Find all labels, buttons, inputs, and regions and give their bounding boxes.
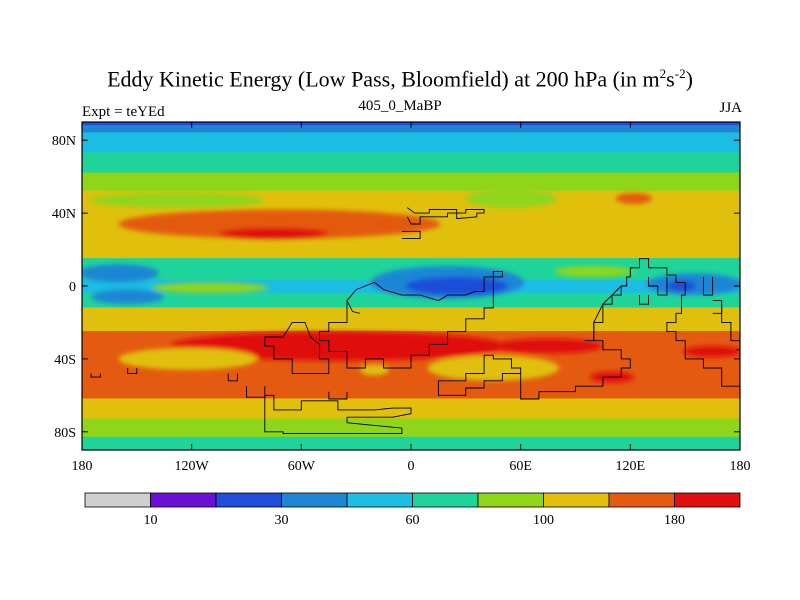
coastline xyxy=(90,373,101,378)
coastline xyxy=(246,386,266,398)
contour-anomalies xyxy=(82,189,740,383)
colorbar: 10 30 60 100 180 xyxy=(84,492,741,528)
coastline xyxy=(264,321,330,374)
contour-blob xyxy=(82,264,159,283)
colorbar-box xyxy=(84,492,151,508)
axes: 180 120W 60W 0 60E 120E 180 80N 40N 0 40S 80S xyxy=(52,122,751,474)
colorbar-label: 100 xyxy=(533,513,554,528)
experiment-label: Expt = teYEd xyxy=(82,104,165,120)
chart-title: Eddy Kinetic Energy (Low Pass, Bloomfiel… xyxy=(107,66,693,92)
contour-band xyxy=(82,132,740,154)
contour-blob xyxy=(118,347,258,370)
contour-blob xyxy=(465,189,558,208)
colorbar-box xyxy=(346,492,413,508)
coastline xyxy=(127,368,138,374)
contour-band xyxy=(82,152,740,174)
contour-blob xyxy=(169,331,507,361)
contour-blob xyxy=(151,282,269,294)
coastlines xyxy=(90,207,740,435)
colorbar-box xyxy=(674,492,741,508)
contour-blob xyxy=(91,289,165,305)
contour-blob xyxy=(615,193,653,205)
colorbar-box xyxy=(608,492,675,508)
contour-blob xyxy=(493,338,603,354)
contour-band xyxy=(82,418,740,438)
coastline xyxy=(319,270,503,369)
coastline xyxy=(721,304,740,342)
y-tick-label: 40S xyxy=(54,353,76,368)
coastline xyxy=(227,373,238,382)
colorbar-label: 180 xyxy=(664,513,685,528)
contour-blob xyxy=(405,276,508,296)
colorbar-box xyxy=(543,492,610,508)
contour-blob xyxy=(359,364,390,376)
run-id-label: 405_0_MaBP xyxy=(358,98,442,114)
contour-band xyxy=(82,307,740,333)
coastline xyxy=(639,295,650,305)
contour-blob xyxy=(427,355,560,381)
colorbar-box xyxy=(412,492,479,508)
x-tick-label: 0 xyxy=(408,459,415,474)
season-label: JJA xyxy=(719,100,742,116)
contour-blob xyxy=(683,346,740,358)
x-tick-label: 180 xyxy=(730,459,751,474)
x-tick-label: 120E xyxy=(616,459,646,474)
contour-blob xyxy=(89,193,265,208)
y-tick-label: 80S xyxy=(54,426,76,441)
colorbar-label: 10 xyxy=(144,513,158,528)
contour-band xyxy=(82,436,740,450)
contour-field xyxy=(82,122,740,450)
colorbar-box xyxy=(281,492,348,508)
contour-band xyxy=(82,292,740,309)
colorbar-label: 30 xyxy=(275,513,289,528)
contour-blob xyxy=(118,209,441,239)
x-tick-label: 120W xyxy=(175,459,210,474)
x-tick-label: 180 xyxy=(72,459,93,474)
coastline xyxy=(520,258,740,400)
colorbar-box xyxy=(477,492,544,508)
coastline xyxy=(648,276,668,296)
contour-blob xyxy=(666,280,697,292)
contour-band xyxy=(82,125,740,134)
y-tick-label: 0 xyxy=(69,280,76,295)
x-tick-label: 60W xyxy=(288,459,316,474)
colorbar-label: 60 xyxy=(406,513,420,528)
contour-blob xyxy=(219,227,329,239)
coastline xyxy=(264,394,412,435)
y-tick-label: 80N xyxy=(52,134,76,149)
coastline xyxy=(437,354,522,396)
coastline xyxy=(401,230,421,240)
coastline xyxy=(346,300,360,314)
contour-band xyxy=(82,172,740,192)
colorbar-box xyxy=(215,492,282,508)
coastline xyxy=(584,285,627,342)
colorbar-box xyxy=(150,492,217,508)
coastline xyxy=(702,276,714,296)
contour-blob xyxy=(553,265,634,277)
x-tick-label: 60E xyxy=(509,459,532,474)
coastline xyxy=(406,207,485,225)
coastline xyxy=(328,391,348,400)
y-tick-label: 40N xyxy=(52,207,76,222)
